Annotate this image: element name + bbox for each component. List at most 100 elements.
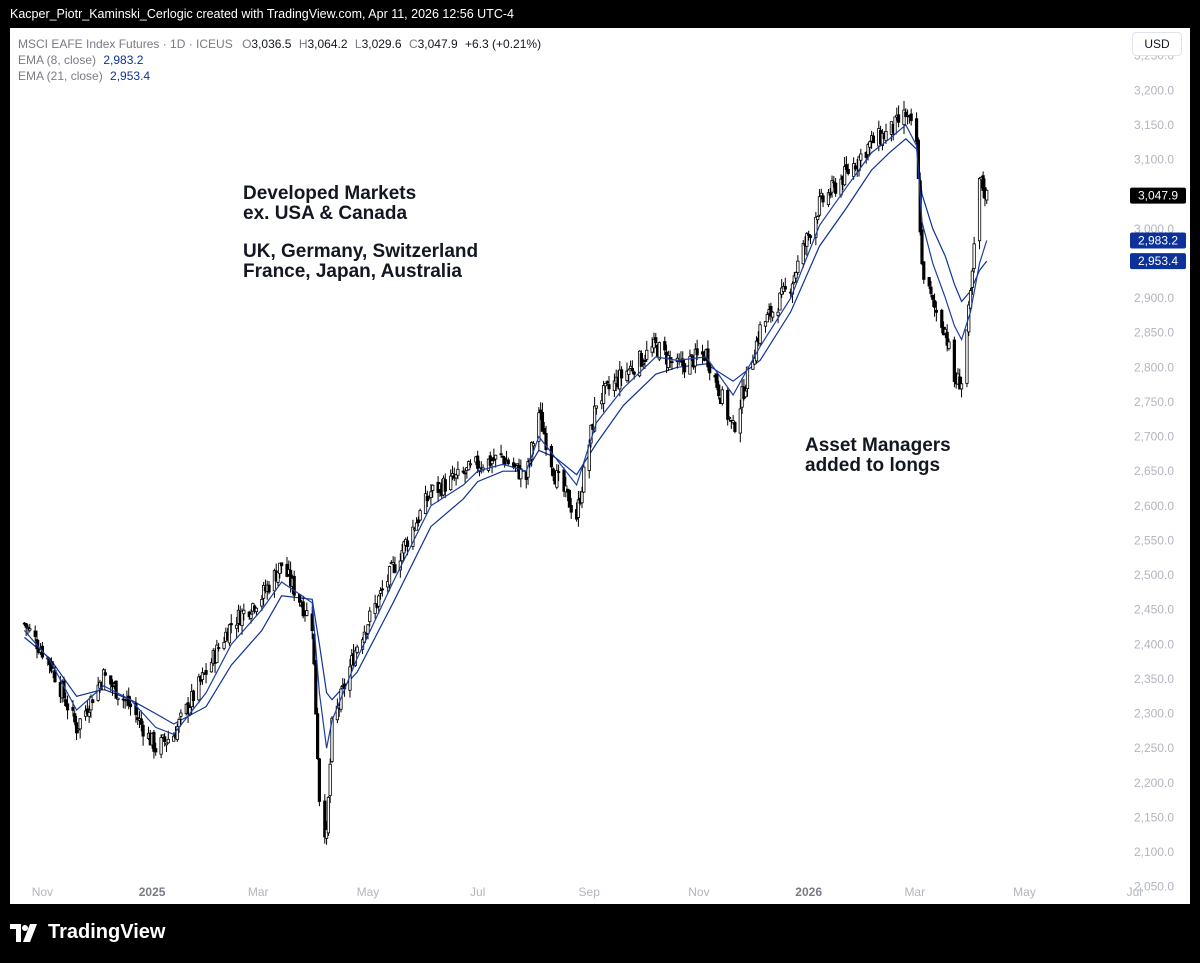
candle-body xyxy=(242,609,246,615)
candle-body xyxy=(91,699,95,704)
candle-body xyxy=(222,641,226,649)
candle-body xyxy=(312,633,316,665)
high-label: H xyxy=(298,37,308,51)
candle-body xyxy=(542,428,546,435)
y-tick-label: 2,500.0 xyxy=(1134,568,1174,582)
candle-body xyxy=(805,233,809,247)
candle-body xyxy=(958,376,962,390)
managers-line-2: added to longs xyxy=(805,455,941,476)
y-tick-label: 3,000.0 xyxy=(1134,222,1174,236)
countries-line-2: France, Japan, Australia xyxy=(243,261,462,282)
candle-body xyxy=(909,113,913,121)
candle-body xyxy=(154,748,158,753)
low-value: 3,029.6 xyxy=(361,37,402,51)
tradingview-logo[interactable]: TradingView xyxy=(10,921,165,944)
candle-body xyxy=(852,163,856,177)
open-label: O xyxy=(242,37,252,51)
candle-body xyxy=(893,116,897,135)
candle-body xyxy=(727,417,732,419)
candle-body xyxy=(449,475,453,491)
x-tick-label: Nov xyxy=(32,885,53,899)
candle-body xyxy=(738,408,742,434)
ema8-row[interactable]: EMA (8, close) 2,983.2 xyxy=(18,52,541,68)
candle-body xyxy=(796,260,800,273)
candle-body xyxy=(627,369,631,375)
candle-body xyxy=(745,366,750,389)
y-tick-label: 2,650.0 xyxy=(1134,464,1174,478)
countries-line-1: UK, Germany, Switzerland xyxy=(243,241,479,262)
y-tick-label: 2,150.0 xyxy=(1134,810,1174,824)
ema8-label: EMA (8, close) xyxy=(18,53,97,67)
candle-body xyxy=(127,695,131,706)
candle-body xyxy=(71,707,75,711)
candle-body xyxy=(240,610,244,627)
candle-body xyxy=(601,385,606,404)
x-tick-label: Jul xyxy=(1127,885,1142,899)
ema8-value: 2,983.2 xyxy=(103,53,144,67)
symbol-title[interactable]: MSCI EAFE Index Futures · 1D · ICEUS xyxy=(18,37,233,51)
chart-credit: Kacper_Piotr_Kaminski_Cerlogic created w… xyxy=(10,7,514,21)
y-tick-label: 2,450.0 xyxy=(1134,603,1174,617)
candle-body xyxy=(884,130,888,141)
candle-body xyxy=(330,717,334,762)
chart-panel[interactable]: 3,250.03,200.03,150.03,100.03,050.03,000… xyxy=(10,28,1190,904)
candle-body xyxy=(794,272,798,279)
candle-body xyxy=(843,166,847,186)
candle-body xyxy=(731,420,735,424)
x-tick-label: Sep xyxy=(579,885,601,899)
candle-body xyxy=(531,443,536,447)
candle-body xyxy=(943,328,947,335)
candle-body xyxy=(639,352,643,367)
candle-body xyxy=(582,466,586,493)
candle-body xyxy=(380,588,384,591)
candle-body xyxy=(515,463,519,466)
markets-annotation: Developed Markets ex. USA & Canada xyxy=(243,184,416,224)
candle-body xyxy=(605,381,609,384)
candle-body xyxy=(454,474,458,479)
candle-body xyxy=(85,708,89,715)
candle-body xyxy=(324,829,329,839)
candle-body xyxy=(922,261,926,280)
candle-body xyxy=(968,290,973,309)
candle-body xyxy=(808,235,813,238)
candle-body xyxy=(179,712,183,717)
candle-body xyxy=(965,329,969,384)
ema21-row[interactable]: EMA (21, close) 2,953.4 xyxy=(18,68,541,84)
candle-body xyxy=(33,630,37,637)
candle-body xyxy=(314,659,318,715)
candle-body xyxy=(607,384,611,390)
candle-body xyxy=(260,599,264,607)
candle-body xyxy=(373,603,377,614)
candle-body xyxy=(431,484,435,491)
candle-body xyxy=(215,644,219,664)
candle-body xyxy=(530,442,534,460)
candle-body xyxy=(114,680,118,699)
y-tick-label: 2,350.0 xyxy=(1134,672,1174,686)
candle-body xyxy=(826,192,831,205)
candle-body xyxy=(645,349,649,360)
x-tick-label: Mar xyxy=(248,885,269,899)
close-label: C xyxy=(408,37,418,51)
candle-body xyxy=(73,713,77,723)
candle-body xyxy=(866,144,870,155)
candle-body xyxy=(650,346,654,353)
candle-body xyxy=(87,711,91,717)
candle-body xyxy=(393,564,397,573)
candle-body xyxy=(175,726,179,741)
candle-body xyxy=(134,702,138,716)
currency-button[interactable]: USD xyxy=(1132,32,1182,56)
candle-body xyxy=(537,412,541,442)
candle-body xyxy=(355,646,359,653)
candle-body xyxy=(776,311,780,316)
candle-body xyxy=(254,607,259,613)
price-chart[interactable]: 3,250.03,200.03,150.03,100.03,050.03,000… xyxy=(10,28,1190,904)
candle-body xyxy=(859,153,863,161)
open-value: 3,036.5 xyxy=(251,37,292,51)
x-tick-label: 2026 xyxy=(795,885,822,899)
candle-body xyxy=(778,292,782,311)
candle-body xyxy=(141,724,145,737)
candle-body xyxy=(549,446,554,468)
candle-body xyxy=(366,624,370,634)
candle-body xyxy=(116,697,120,700)
candle-body xyxy=(682,363,687,373)
